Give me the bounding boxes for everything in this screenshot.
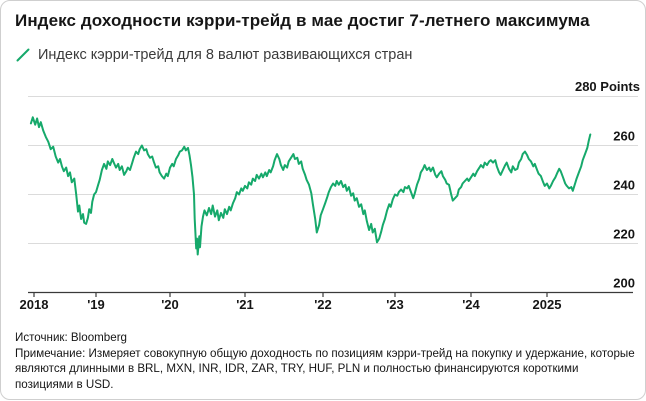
svg-text:'24: '24 bbox=[462, 297, 480, 312]
x-axis-labels: 2018 '19 '20 '21 '22 '23 '24 2025 bbox=[20, 297, 562, 312]
svg-text:2018: 2018 bbox=[20, 297, 49, 312]
svg-text:220: 220 bbox=[613, 227, 635, 242]
series-line-icon bbox=[16, 48, 30, 62]
chart-footnotes: Источник: Bloomberg Примечание: Измеряет… bbox=[15, 330, 637, 392]
svg-text:'20: '20 bbox=[161, 297, 179, 312]
svg-text:260: 260 bbox=[613, 129, 635, 144]
svg-text:'23: '23 bbox=[386, 297, 404, 312]
svg-text:2025: 2025 bbox=[533, 297, 562, 312]
chart-title: Индекс доходности кэрри-трейд в мае дост… bbox=[15, 11, 590, 30]
svg-text:240: 240 bbox=[613, 178, 635, 193]
methodology-note: Примечание: Измеряет совокупную общую до… bbox=[15, 347, 635, 391]
svg-text:'22: '22 bbox=[314, 297, 332, 312]
x-axis bbox=[28, 291, 633, 297]
svg-text:200: 200 bbox=[613, 276, 635, 291]
y-axis-labels: 200 220 240 260 280 Points bbox=[575, 79, 640, 291]
legend-label: Индекс кэрри-трейд для 8 валют развивающ… bbox=[38, 47, 413, 63]
source-note: Источник: Bloomberg bbox=[15, 331, 128, 344]
y-axis-unit-label: 280 Points bbox=[575, 79, 640, 94]
legend: Индекс кэрри-трейд для 8 валют развивающ… bbox=[15, 47, 412, 63]
gridlines bbox=[28, 96, 638, 244]
svg-text:'19: '19 bbox=[87, 297, 105, 312]
carry-trade-index-line bbox=[29, 116, 592, 256]
svg-text:'21: '21 bbox=[236, 297, 254, 312]
